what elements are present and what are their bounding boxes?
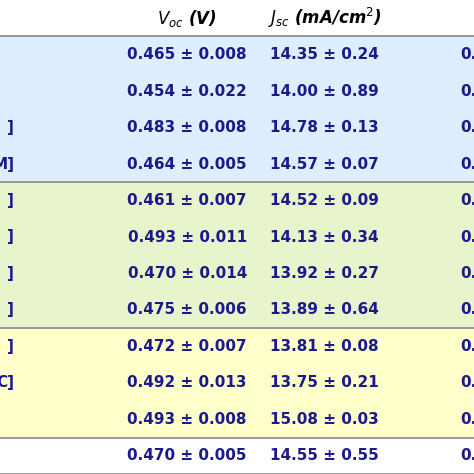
Text: 14.55 ± 0.55: 14.55 ± 0.55 xyxy=(270,448,379,463)
Text: M]: M] xyxy=(0,156,14,172)
Text: ]: ] xyxy=(7,302,14,318)
Text: 0.63: 0.63 xyxy=(460,302,474,318)
Text: 13.89 ± 0.64: 13.89 ± 0.64 xyxy=(270,302,379,318)
Text: ]: ] xyxy=(7,193,14,208)
Text: 13.81 ± 0.08: 13.81 ± 0.08 xyxy=(270,339,379,354)
Text: 0.57: 0.57 xyxy=(460,412,474,427)
Text: 14.35 ± 0.24: 14.35 ± 0.24 xyxy=(270,47,379,62)
Text: ]: ] xyxy=(7,120,14,135)
Bar xyxy=(0,438,474,474)
Text: 0.64: 0.64 xyxy=(460,47,474,62)
Text: 0.63: 0.63 xyxy=(460,120,474,135)
Text: 0.62: 0.62 xyxy=(460,156,474,172)
Text: 14.52 ± 0.09: 14.52 ± 0.09 xyxy=(270,193,379,208)
Text: 0.470 ± 0.014: 0.470 ± 0.014 xyxy=(128,266,247,281)
Text: ]: ] xyxy=(7,339,14,354)
Text: 14.13 ± 0.34: 14.13 ± 0.34 xyxy=(270,229,379,245)
Text: 13.92 ± 0.27: 13.92 ± 0.27 xyxy=(270,266,379,281)
Text: 0.64: 0.64 xyxy=(460,193,474,208)
Text: 0.454 ± 0.022: 0.454 ± 0.022 xyxy=(128,83,247,99)
Text: 0.465 ± 0.008: 0.465 ± 0.008 xyxy=(128,47,247,62)
Text: 0.493 ± 0.011: 0.493 ± 0.011 xyxy=(128,229,247,245)
Text: 0.56: 0.56 xyxy=(460,375,474,391)
Text: $\mathit{V}_{oc}$ (V): $\mathit{V}_{oc}$ (V) xyxy=(157,8,217,29)
Text: 0.61: 0.61 xyxy=(460,83,474,99)
Text: 14.78 ± 0.13: 14.78 ± 0.13 xyxy=(270,120,379,135)
Text: 13.75 ± 0.21: 13.75 ± 0.21 xyxy=(270,375,379,391)
Text: 0.464 ± 0.005: 0.464 ± 0.005 xyxy=(128,156,247,172)
Text: 0.483 ± 0.008: 0.483 ± 0.008 xyxy=(128,120,247,135)
Text: 15.08 ± 0.03: 15.08 ± 0.03 xyxy=(270,412,379,427)
Text: 0.63: 0.63 xyxy=(460,339,474,354)
Text: $\mathit{J}_{sc}$ (mA/cm$^2$): $\mathit{J}_{sc}$ (mA/cm$^2$) xyxy=(268,6,382,30)
Bar xyxy=(0,36,474,182)
Text: 0.492 ± 0.013: 0.492 ± 0.013 xyxy=(128,375,247,391)
Bar xyxy=(0,182,474,328)
Text: 0.61: 0.61 xyxy=(460,448,474,463)
Text: 0.475 ± 0.006: 0.475 ± 0.006 xyxy=(128,302,247,318)
Text: 0.470 ± 0.005: 0.470 ± 0.005 xyxy=(128,448,247,463)
Text: ]: ] xyxy=(7,266,14,281)
Text: 0.461 ± 0.007: 0.461 ± 0.007 xyxy=(128,193,247,208)
Text: 0.64: 0.64 xyxy=(460,229,474,245)
Text: 0.493 ± 0.008: 0.493 ± 0.008 xyxy=(128,412,247,427)
Bar xyxy=(0,328,474,438)
Text: ]: ] xyxy=(7,229,14,245)
Text: C]: C] xyxy=(0,375,14,391)
Bar xyxy=(0,0,474,36)
Text: 0.65: 0.65 xyxy=(460,266,474,281)
Text: 14.00 ± 0.89: 14.00 ± 0.89 xyxy=(270,83,379,99)
Text: 0.472 ± 0.007: 0.472 ± 0.007 xyxy=(128,339,247,354)
Text: 14.57 ± 0.07: 14.57 ± 0.07 xyxy=(270,156,379,172)
